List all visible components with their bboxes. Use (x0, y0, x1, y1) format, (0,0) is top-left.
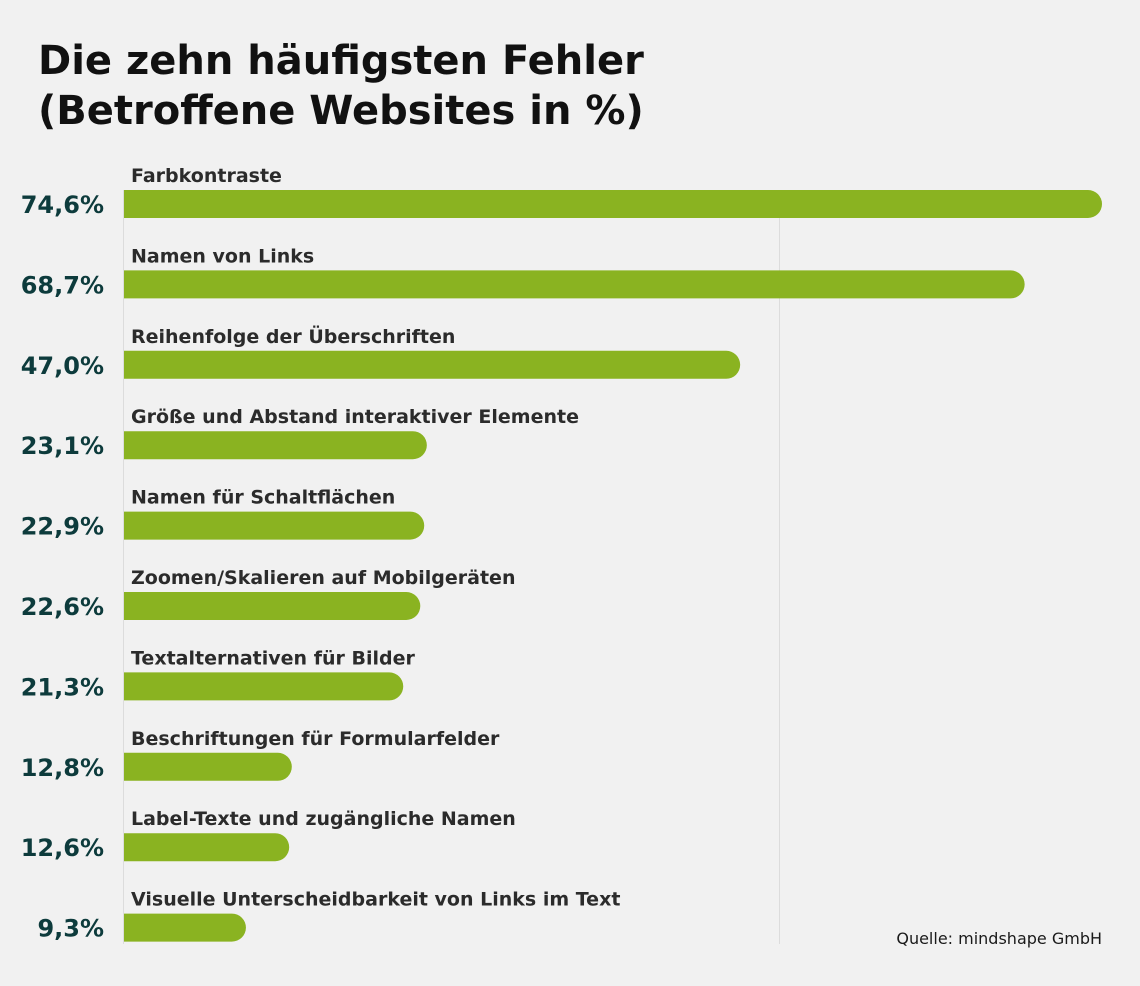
value-label: 23,1% (21, 432, 104, 460)
value-label: 47,0% (21, 352, 104, 380)
source-note: Quelle: mindshape GmbH (896, 929, 1102, 948)
value-label: 21,3% (21, 673, 104, 701)
category-label: Visuelle Unterscheidbarkeit von Links im… (131, 889, 620, 911)
category-label: Label-Texte und zugängliche Namen (131, 808, 516, 830)
bar (124, 672, 404, 701)
bar (124, 913, 246, 942)
value-label: 68,7% (21, 271, 104, 299)
value-label: 74,6% (21, 191, 104, 219)
bar (124, 833, 290, 862)
value-label: 12,6% (21, 834, 104, 862)
chart-title: Die zehn häufigsten Fehler (Betroffene W… (38, 36, 644, 136)
category-label: Größe und Abstand interaktiver Elemente (131, 406, 579, 428)
bars-layer: Farbkontraste 74,6% Namen von Links 68,7% Re… (21, 165, 1102, 943)
bar (124, 592, 421, 620)
category-label: Textalternativen für Bilder (131, 647, 415, 669)
category-label: Namen von Links (131, 245, 314, 267)
chart-title-line-2: (Betroffene Websites in %) (38, 88, 644, 134)
value-label: 22,6% (21, 593, 104, 621)
category-label: Reihenfolge der Überschriften (131, 324, 455, 348)
bar (124, 190, 1102, 218)
category-label: Farbkontraste (131, 165, 282, 187)
bar (124, 431, 427, 460)
bar (124, 270, 1025, 299)
bar (124, 752, 292, 781)
category-label: Beschriftungen für Formularfelder (131, 728, 500, 750)
bar (124, 350, 741, 379)
chart-title-line-1: Die zehn häufigsten Fehler (38, 38, 644, 84)
category-label: Namen für Schaltflächen (131, 487, 395, 509)
category-label: Zoomen/Skalieren auf Mobilgeräten (131, 567, 515, 589)
bar (124, 511, 425, 540)
value-label: 12,8% (21, 754, 104, 782)
value-label: 22,9% (21, 513, 104, 541)
value-label: 9,3% (37, 915, 104, 943)
